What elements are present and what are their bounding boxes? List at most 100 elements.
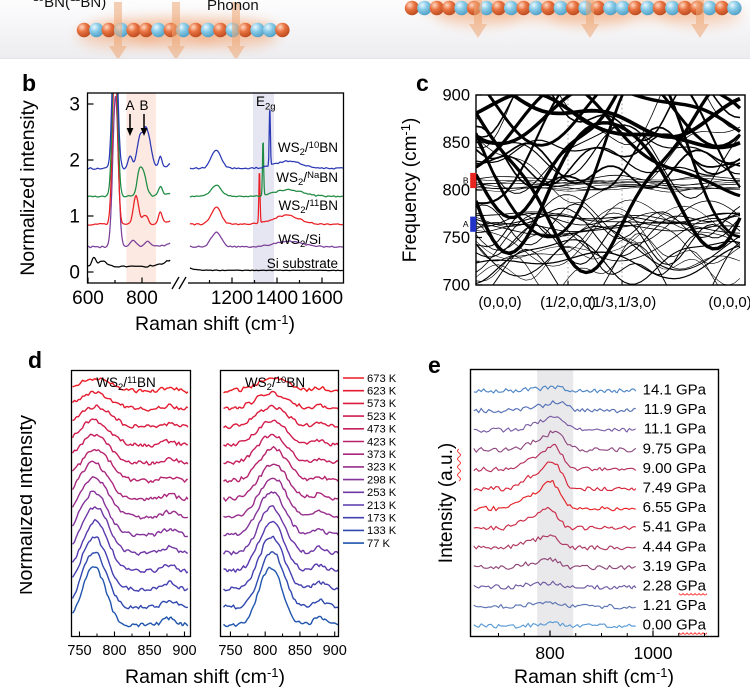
panel-d-x-axis-label: Raman shift (cm-1) xyxy=(125,665,285,688)
phonon-branch xyxy=(492,242,741,285)
temperature-curve xyxy=(71,551,189,610)
phonon-branch xyxy=(476,125,741,191)
x-tick-label: 850 xyxy=(288,643,312,659)
x-tick-label: 1400 xyxy=(256,288,298,309)
pressure-curve xyxy=(473,443,637,473)
phonon-arrow-icon xyxy=(691,0,709,38)
mode-marker xyxy=(470,216,477,232)
x-tick-label: 750 xyxy=(67,643,91,659)
panel-e-y-axis-label: Intensity (a.u.) xyxy=(436,443,461,563)
pressure-label: 1.21 GPa xyxy=(643,597,707,614)
temperature-curve xyxy=(222,504,339,556)
legend-label: 423 K xyxy=(367,436,397,448)
temperature-curve xyxy=(222,551,339,610)
legend-label: 623 K xyxy=(367,386,397,398)
spectrum-curve xyxy=(189,173,344,226)
panel-b-y-axis-label: Normalized intensity xyxy=(20,100,39,276)
spectrum-curve xyxy=(189,109,344,170)
phonon-branch xyxy=(476,95,741,150)
pressure-label: 3.19 GPa xyxy=(643,558,707,575)
nitrogen-atom xyxy=(702,0,717,16)
temperature-curve xyxy=(71,418,188,448)
x-tick-label: 800 xyxy=(126,288,158,309)
spellcheck-squiggle-icon xyxy=(678,592,708,596)
y-tick-label: 0 xyxy=(69,263,80,284)
boron-atom xyxy=(138,22,154,38)
boron-atom xyxy=(101,22,117,38)
phonon-branch xyxy=(476,221,741,236)
panel-c-y-axis-label: Frequency (cm-1) xyxy=(400,118,421,263)
phonon-branch xyxy=(476,212,741,265)
nitrogen-atom xyxy=(665,0,680,16)
pressure-label: 11.9 GPa xyxy=(644,401,707,418)
boron-atom xyxy=(275,22,290,38)
y-tick-label: 900 xyxy=(442,87,470,105)
pressure-curve xyxy=(473,461,637,492)
peak-A-annotation: A xyxy=(125,98,134,113)
shaded-band xyxy=(537,369,574,637)
svg-text:Intensity (a.u.): Intensity (a.u.) xyxy=(436,443,457,563)
x-tick-label: 850 xyxy=(137,643,161,659)
phonon-arrow-icon xyxy=(581,0,599,38)
boron-atom xyxy=(442,0,457,16)
boron-atom xyxy=(516,0,531,16)
phonon-branch xyxy=(476,95,741,239)
legend-label: 473 K xyxy=(367,424,397,436)
x-tick-label: 600 xyxy=(72,288,104,309)
pressure-curve xyxy=(473,580,637,590)
panel-a-partial: 10BN(11BN) Phonon xyxy=(0,0,750,59)
temperature-curve xyxy=(223,433,339,466)
panel-e-pressure-raman: 14.1 GPa 11.9 GPa 11.1 GPa 9.75 GPa 9.00 GPa… xyxy=(436,368,720,688)
boron-atom xyxy=(491,0,506,16)
temperature-curve xyxy=(71,448,188,484)
axis-break-icon xyxy=(171,276,180,290)
e2g-annotation: E2g xyxy=(256,94,276,113)
nitrogen-atom xyxy=(454,0,469,16)
temperature-curve xyxy=(223,566,339,628)
temperature-curve xyxy=(223,477,339,519)
temperature-curve xyxy=(223,390,339,411)
temperature-curve xyxy=(72,506,188,556)
phonon-branch xyxy=(476,223,741,233)
temperature-curve xyxy=(223,491,339,537)
boron-atom xyxy=(652,0,668,16)
nitrogen-atom xyxy=(615,0,630,16)
spectrum-curve xyxy=(189,142,344,198)
spectrum-curve xyxy=(189,267,343,272)
temperature-curve xyxy=(71,536,189,593)
boron-atom xyxy=(541,0,556,16)
temperature-curve xyxy=(223,404,338,430)
phonon-branch xyxy=(476,142,741,189)
peak-A-arrow-icon xyxy=(126,114,134,136)
series-label-ws2-10bn: WS2/10BN xyxy=(278,140,338,158)
temperature-curve xyxy=(71,460,189,502)
series-label-ws2-si: WS2/Si xyxy=(278,232,321,250)
nitrogen-atom xyxy=(151,22,166,38)
legend-label: 673 K xyxy=(367,373,397,385)
pressure-curve xyxy=(473,385,637,394)
pressure-curve xyxy=(473,534,636,551)
phonon-branch xyxy=(476,239,741,285)
phonon-branch xyxy=(476,180,741,187)
temperature-curve xyxy=(223,535,339,592)
panel-b-dynamic: 0 1 2 3 600 800 1200 1400 1600 xyxy=(69,92,345,309)
shaded-band xyxy=(252,93,275,283)
pressure-label: 14.1 GPa xyxy=(643,382,707,399)
pressure-label: 4.44 GPa xyxy=(643,538,707,555)
phonon-branch xyxy=(509,95,741,139)
pressure-label: 0.00 GPa xyxy=(643,617,707,634)
pressure-curve xyxy=(473,601,636,610)
legend-label: 133 K xyxy=(367,525,397,537)
phonon-branch xyxy=(476,212,741,230)
x-tick-label: 800 xyxy=(102,643,126,659)
phonon-branch xyxy=(476,212,741,225)
pressure-curve xyxy=(473,400,636,414)
legend-label: 573 K xyxy=(367,398,397,410)
nitrogen-atom xyxy=(479,0,494,16)
panel-d-y-axis-label: Normalized intensity xyxy=(20,415,37,595)
k-point-label: (1/2,0,0) xyxy=(540,294,596,311)
boron-atom xyxy=(590,0,606,16)
temperature-curve xyxy=(223,419,339,447)
panel-letter-d: d xyxy=(28,347,43,373)
pressure-label: 11.1 GPa xyxy=(644,421,707,438)
